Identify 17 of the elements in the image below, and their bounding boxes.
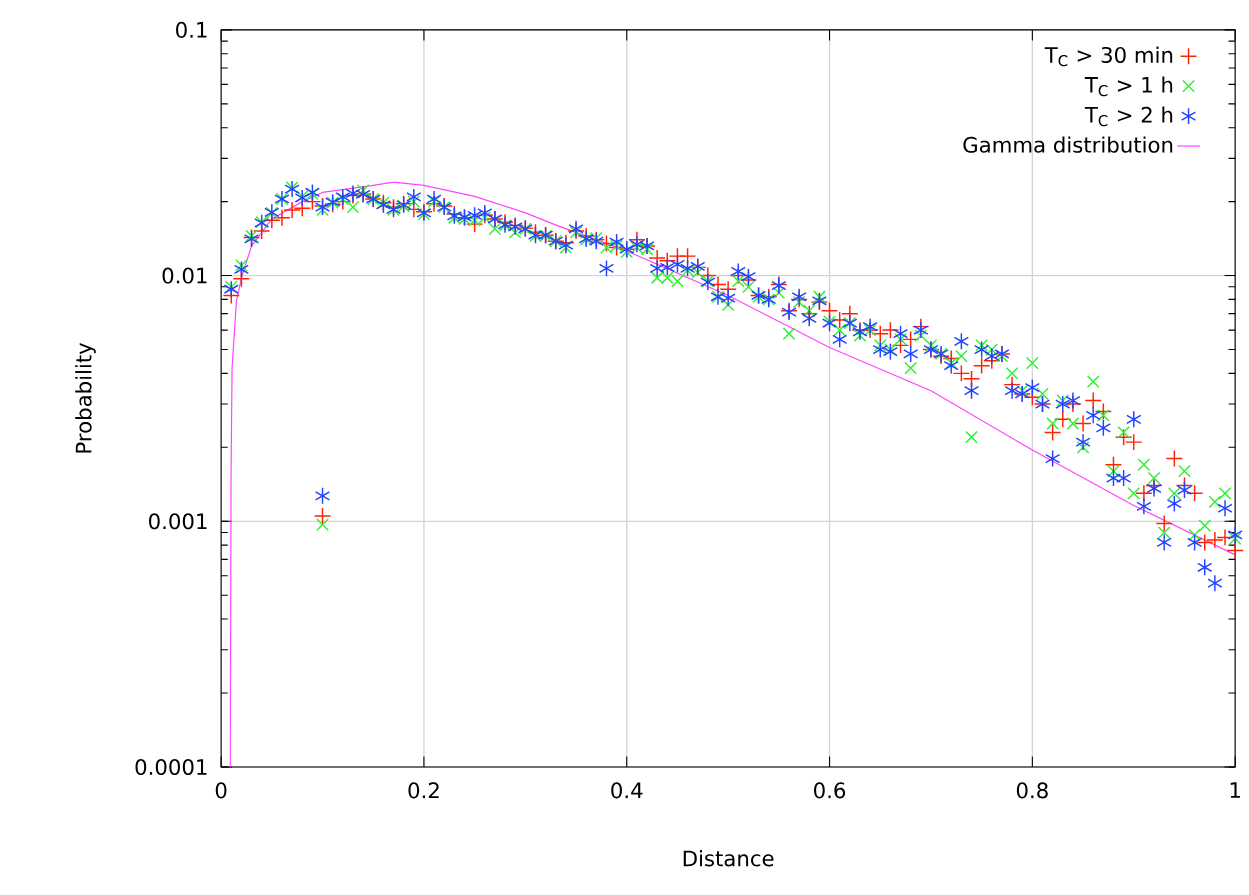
x-axis-title: Distance xyxy=(683,849,774,867)
x-tick-label: 0 xyxy=(215,782,227,799)
legend-label: T$_{C}$ > 1 h xyxy=(1084,76,1173,97)
x-tick-label: 0.2 xyxy=(408,782,439,799)
x-tick-label: 1 xyxy=(1230,782,1240,798)
legend-label: T$_{C}$ > 30 min xyxy=(1044,46,1173,67)
line-series xyxy=(229,181,1236,767)
x-tick-label: 0.4 xyxy=(611,782,643,799)
y-tick-label: 0.001 xyxy=(149,513,207,530)
x-tick-label: 0.6 xyxy=(814,782,846,799)
y-tick-label: 0.0001 xyxy=(135,758,207,775)
legend-label: T$_{C}$ > 2 h xyxy=(1084,106,1173,126)
y-tick-label: 0.01 xyxy=(162,267,207,284)
y-axis-title: Probability xyxy=(75,342,96,453)
x-tick-label: 0.8 xyxy=(1016,782,1048,799)
legend-label: Gamma distribution xyxy=(963,136,1173,153)
y-tick-label: 0.1 xyxy=(176,21,207,38)
